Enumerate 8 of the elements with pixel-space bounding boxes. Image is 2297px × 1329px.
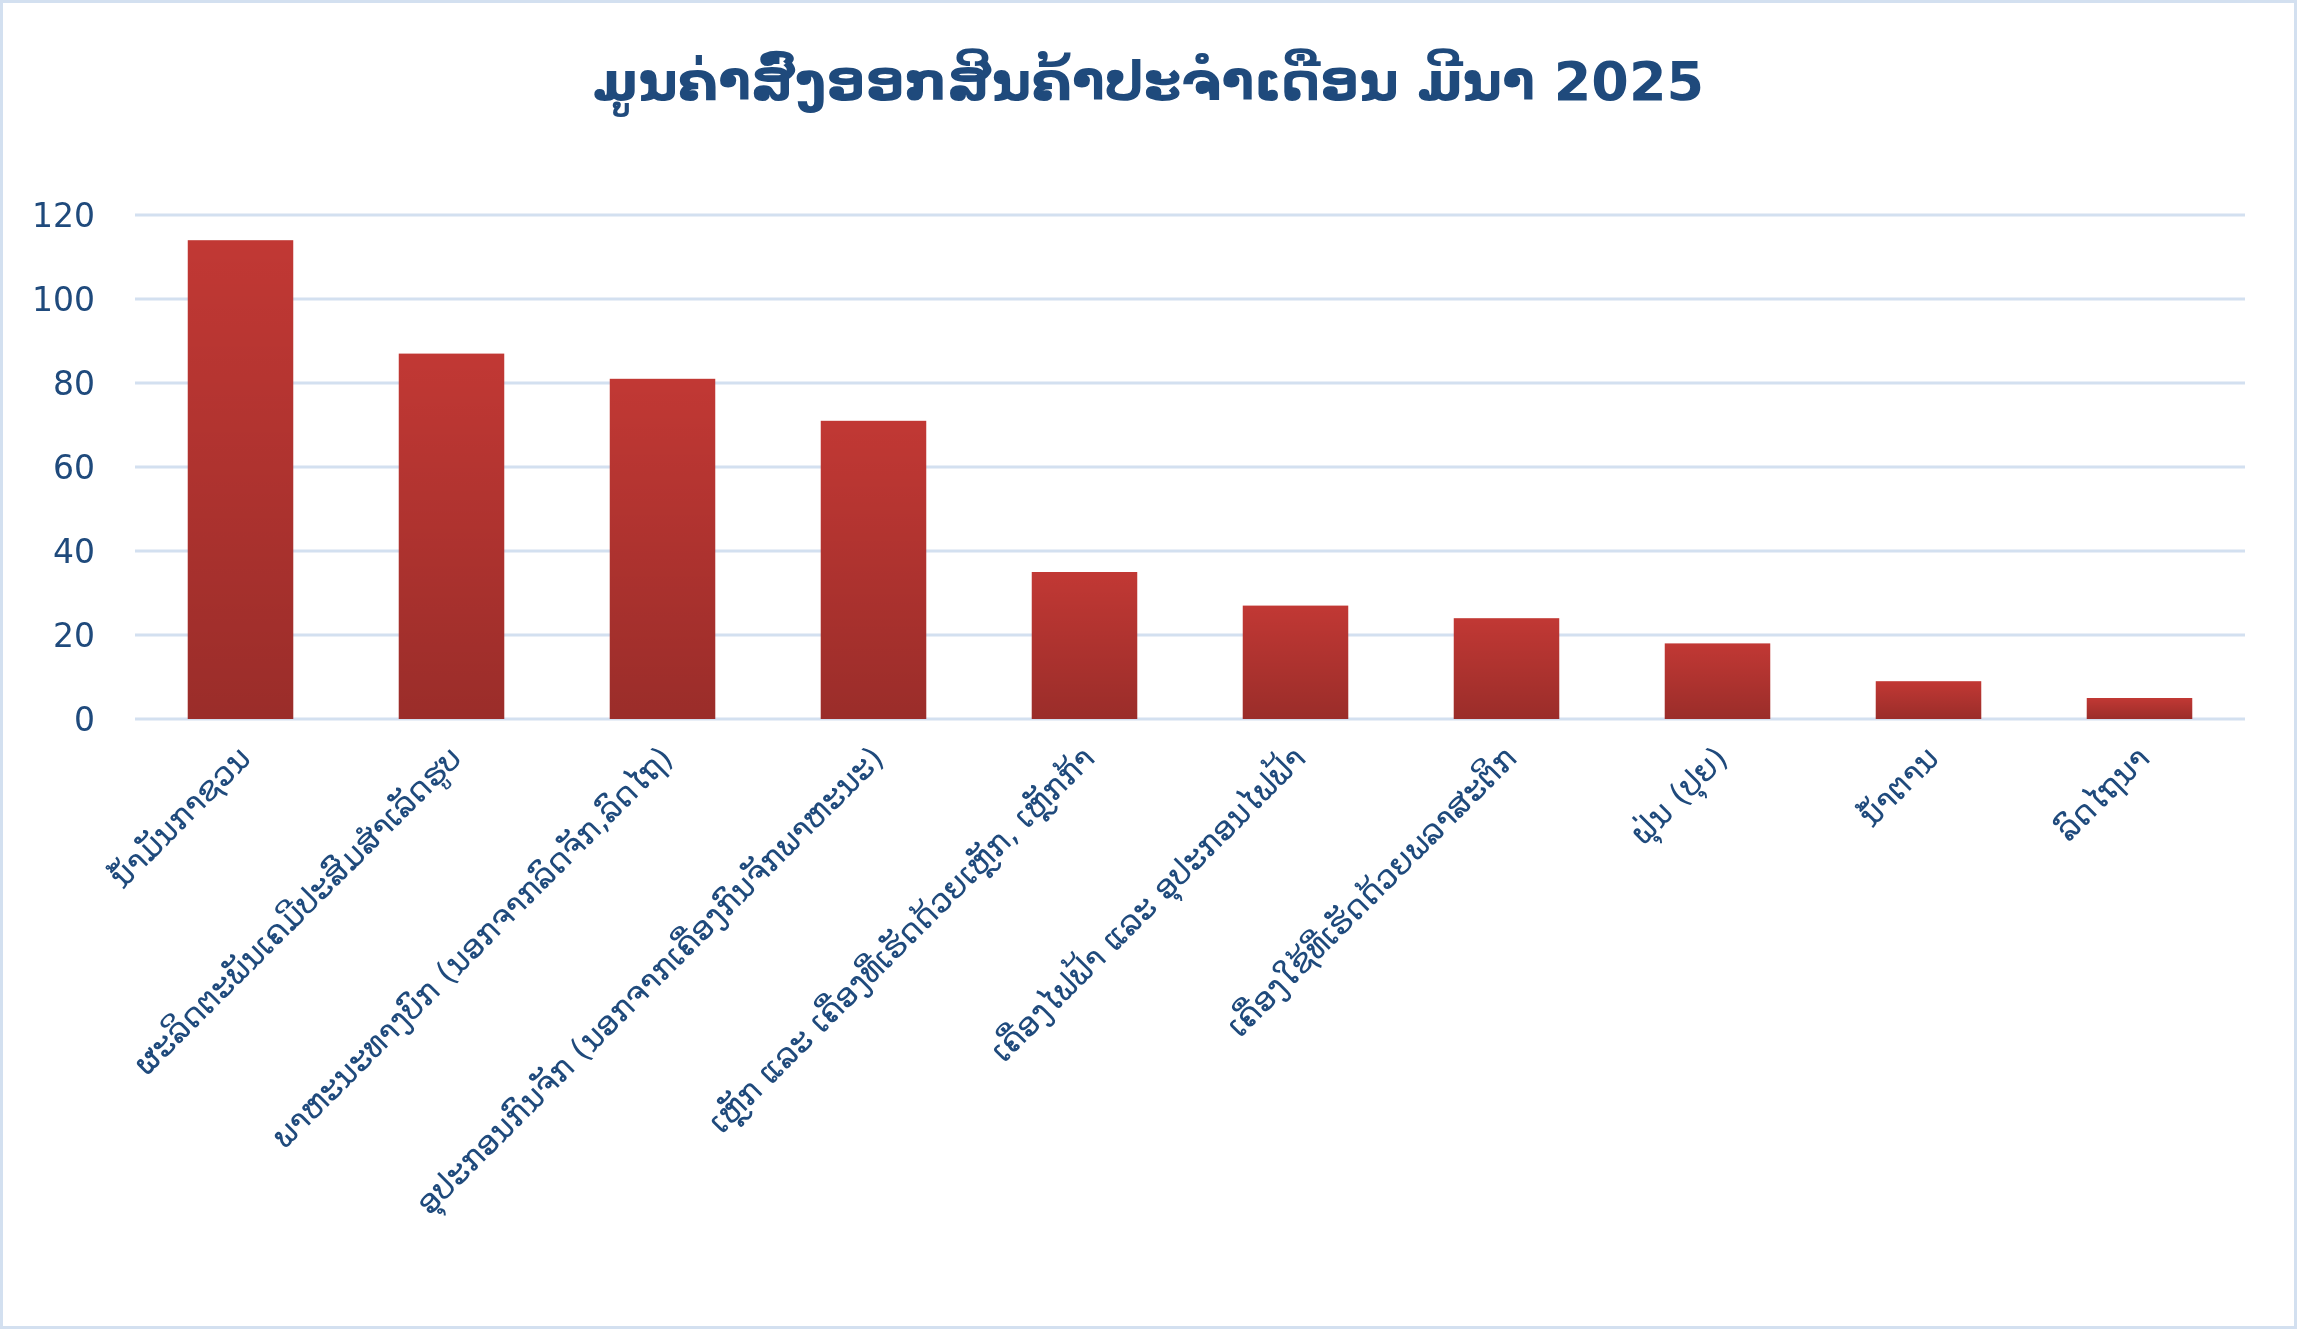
y-tick-label: 60 xyxy=(53,447,95,487)
y-tick-label: 0 xyxy=(74,699,95,739)
y-tick-label: 80 xyxy=(53,363,95,403)
y-tick-label: 100 xyxy=(32,279,95,319)
chart-title: ມູນຄ່າສົ່ງອອກສິນຄ້າປະຈຳເດືອນ ມີນາ 2025 xyxy=(592,47,1705,117)
y-tick-label: 20 xyxy=(53,615,95,655)
y-tick-label: 120 xyxy=(32,195,95,235)
y-tick-label: 40 xyxy=(53,531,95,571)
